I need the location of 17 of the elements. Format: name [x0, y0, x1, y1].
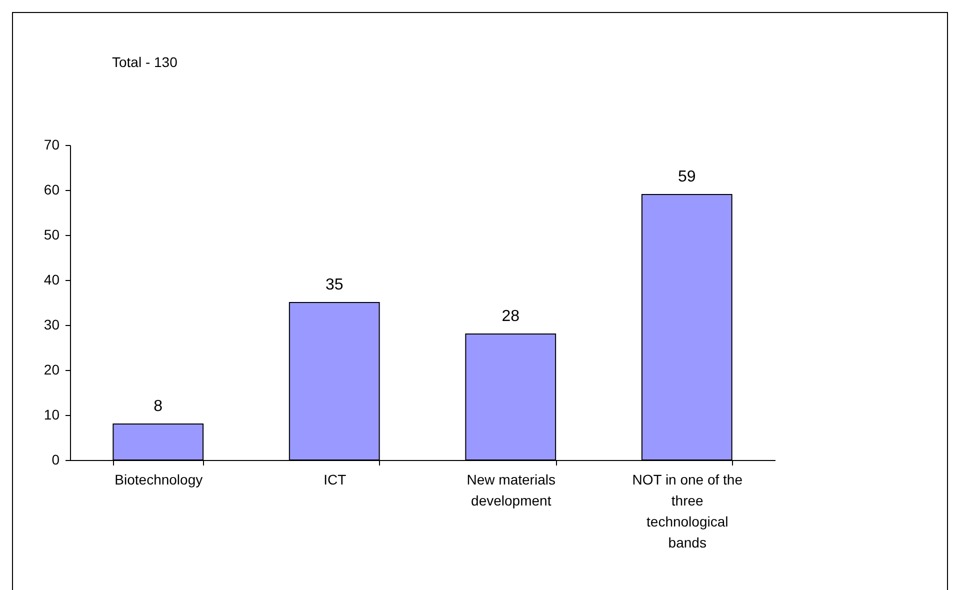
x-tick-label: ICT	[324, 472, 347, 488]
x-tick-label: NOT in one of the three technological bands	[632, 472, 743, 550]
x-tick-label: Biotechnology	[114, 472, 203, 488]
y-tick-label: 70	[44, 136, 60, 152]
y-tick-label: 30	[44, 316, 60, 332]
y-tick-label: 0	[52, 452, 60, 468]
y-tick-label: 10	[44, 406, 60, 422]
y-tick-label: 50	[44, 226, 60, 242]
data-label: 8	[154, 398, 163, 415]
text: Total - 130	[112, 54, 178, 70]
data-label: 35	[325, 276, 344, 294]
data-label: 28	[502, 308, 520, 325]
data-label: 59	[678, 168, 696, 186]
y-tick-label: 20	[44, 362, 60, 378]
y-tick-label: 60	[44, 182, 60, 198]
y-tick-label: 40	[44, 272, 60, 288]
x-tick-label: New materials development	[466, 472, 556, 508]
